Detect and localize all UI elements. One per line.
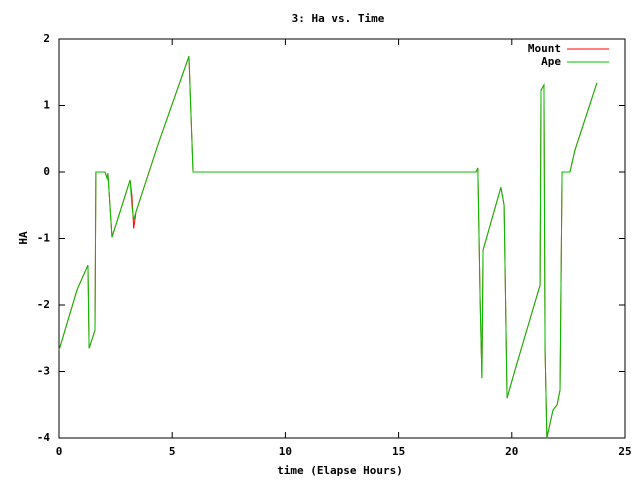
x-tick-label: 25 — [618, 445, 631, 458]
x-tick-label: 0 — [56, 445, 63, 458]
chart-title: 3: Ha vs. Time — [292, 12, 385, 25]
x-axis-label: time (Elapse Hours) — [277, 464, 403, 477]
y-tick-label: 2 — [43, 32, 50, 45]
y-tick-label: 1 — [43, 99, 50, 112]
x-tick-label: 20 — [505, 445, 518, 458]
x-tick-label: 5 — [169, 445, 176, 458]
y-axis-label: HA — [17, 231, 30, 245]
x-tick-label: 10 — [279, 445, 292, 458]
y-tick-label: -3 — [37, 365, 50, 378]
series-line — [58, 56, 598, 439]
y-tick-label: 0 — [43, 165, 50, 178]
y-tick-label: -1 — [37, 232, 51, 245]
legend-label: Ape — [541, 55, 561, 68]
x-tick-label: 15 — [392, 445, 405, 458]
legend-label: Mount — [528, 42, 561, 55]
y-tick-label: -4 — [37, 431, 51, 444]
y-tick-label: -2 — [37, 298, 50, 311]
